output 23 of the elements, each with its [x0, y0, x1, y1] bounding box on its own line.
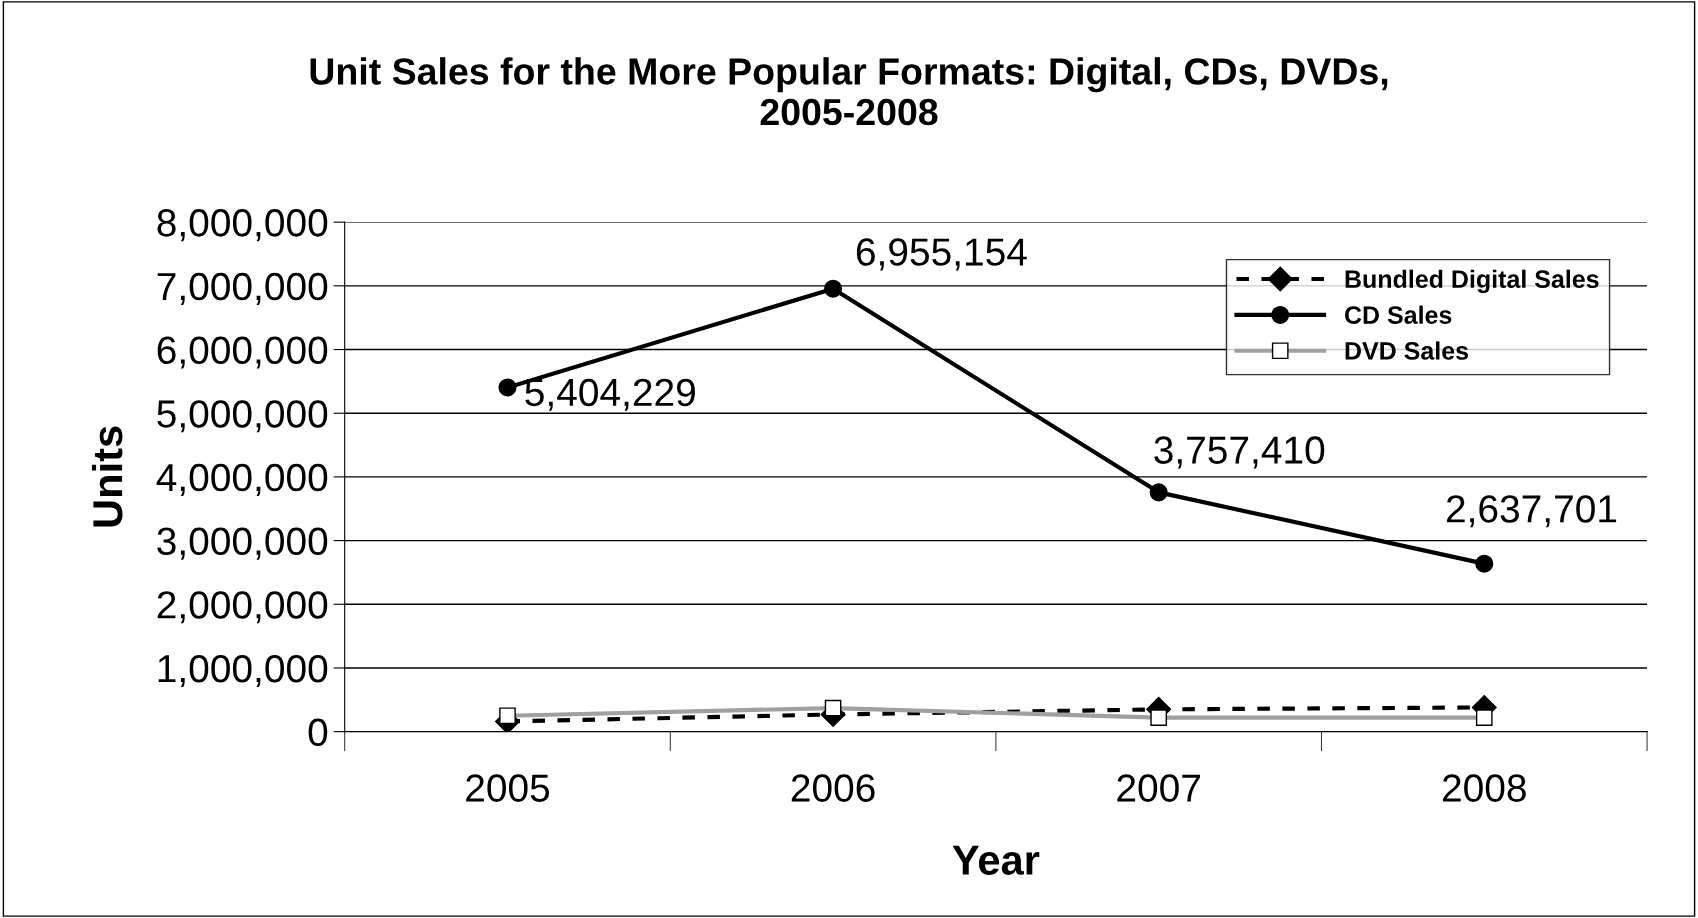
y-tick-label: 2,000,000	[157, 591, 328, 624]
y-tick-label: 1,000,000	[158, 654, 328, 688]
x-tick-label: 2007	[1117, 774, 1200, 802]
y-tick-label: 0	[308, 718, 328, 747]
y-axis-title: Units	[91, 426, 123, 527]
legend-label: DVD Sales	[1345, 341, 1469, 360]
y-tick-label: 4,000,000	[156, 463, 328, 496]
legend-label: Bundled Digital Sales	[1345, 269, 1599, 294]
data-label: 6,955,154	[856, 238, 1027, 271]
data-label: 3,757,410	[1154, 436, 1325, 469]
y-tick-label: 7,000,000	[157, 272, 328, 305]
data-label: 2,637,701	[1446, 495, 1617, 528]
x-axis-title: Year	[952, 845, 1040, 875]
y-tick-label: 3,000,000	[157, 527, 328, 560]
chart-title: Unit Sales for the More Popular Formats: Digital, CDs, DVDs, 2005-2008	[310, 57, 1388, 126]
x-tick-label: 2006	[791, 774, 875, 802]
y-tick-label: 6,000,000	[157, 336, 328, 369]
x-tick-label: 2008	[1442, 774, 1526, 802]
data-label: 5,404,229	[525, 378, 695, 411]
x-tick-label: 2005	[466, 774, 550, 802]
y-tick-label: 5,000,000	[157, 400, 328, 433]
y-tick-label: 8,000,000	[157, 209, 328, 242]
legend-label: CD Sales	[1345, 305, 1452, 324]
